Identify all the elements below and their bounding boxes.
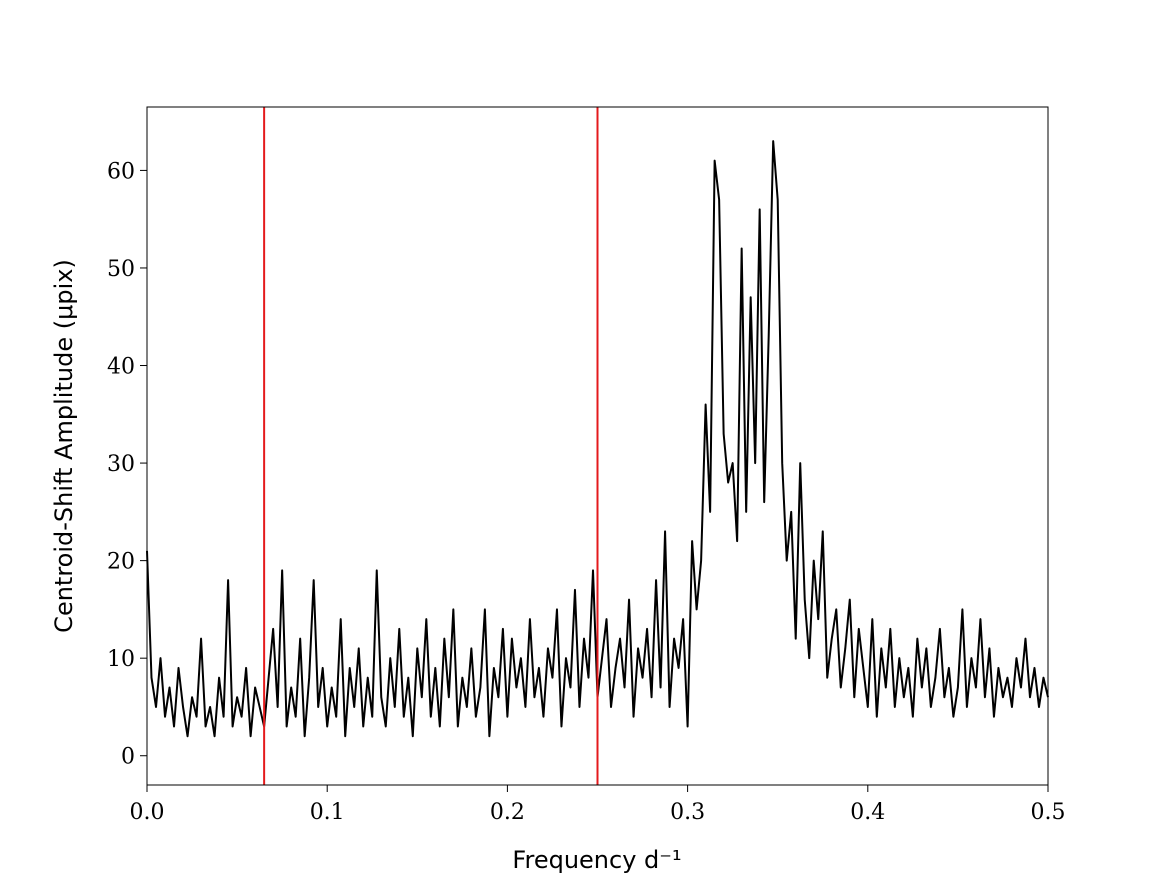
x-tick-label: 0.4	[850, 800, 885, 825]
y-tick-label: 0	[121, 745, 135, 770]
y-tick-label: 60	[107, 159, 135, 184]
x-tick-label: 0.1	[310, 800, 345, 825]
x-tick-label: 0.2	[490, 800, 525, 825]
x-axis-label: Frequency d⁻¹	[512, 846, 681, 874]
y-tick-label: 50	[107, 257, 135, 282]
x-tick-label: 0.0	[130, 800, 165, 825]
y-tick-label: 40	[107, 355, 135, 380]
x-tick-label: 0.3	[670, 800, 705, 825]
y-tick-label: 30	[107, 452, 135, 477]
y-axis-label: Centroid-Shift Amplitude (μpix)	[50, 259, 78, 633]
x-tick-label: 0.5	[1031, 800, 1066, 825]
y-tick-label: 10	[107, 647, 135, 672]
y-tick-label: 20	[107, 550, 135, 575]
plot-frame	[146, 106, 1049, 786]
